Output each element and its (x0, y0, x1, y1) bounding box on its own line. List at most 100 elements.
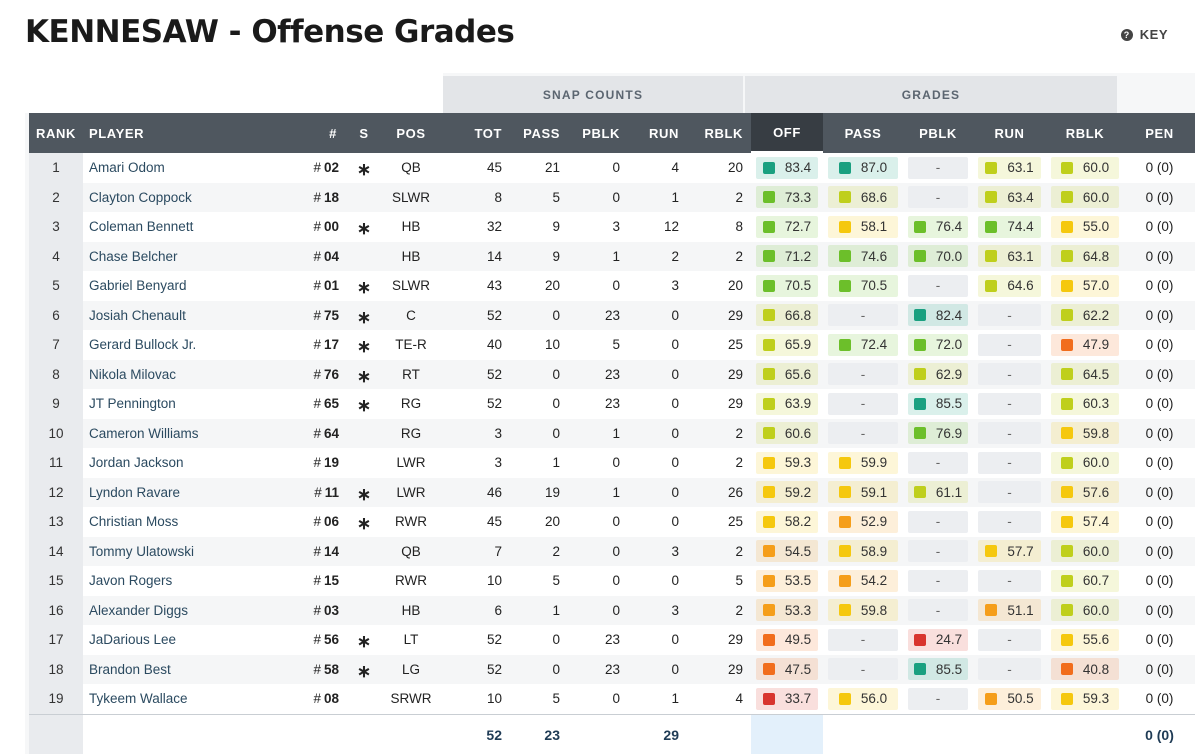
column-header-snap-pass[interactable]: PASS (523, 125, 560, 141)
grade-badge: 65.6 (756, 363, 818, 386)
player-name-link[interactable]: JaDarious Lee (89, 632, 177, 648)
grade-value: - (1007, 632, 1012, 648)
grade-swatch (762, 545, 775, 558)
column-header-number[interactable]: # (329, 125, 337, 141)
player-name-link[interactable]: Tykeem Wallace (89, 691, 188, 707)
column-header-snap-tot[interactable]: TOT (474, 125, 502, 141)
grade-pblk-cell: - (903, 596, 973, 626)
column-header-rank[interactable]: RANK (36, 125, 76, 141)
column-header-snap-run[interactable]: RUN (649, 125, 679, 141)
column-header-player[interactable]: PLAYER (89, 125, 145, 141)
snap-tot-cell: 52 (486, 366, 502, 382)
grade-value: 52.9 (860, 514, 888, 530)
player-name-link[interactable]: Tommy Ulatowski (89, 543, 195, 559)
grade-badge: - (828, 363, 898, 386)
jersey-number-value: 00 (323, 219, 339, 235)
hash-symbol: # (313, 248, 321, 264)
grade-value: 66.8 (784, 307, 812, 323)
column-header-grade-pass[interactable]: PASS (844, 125, 882, 141)
player-name-link[interactable]: Javon Rogers (89, 573, 173, 589)
player-name-link[interactable]: Gerard Bullock Jr. (89, 337, 197, 353)
column-header-grade-rblk[interactable]: RBLK (1065, 125, 1105, 141)
grade-value: 59.9 (860, 455, 888, 471)
hash-symbol: # (313, 632, 321, 648)
player-name-link[interactable]: Chase Belcher (89, 248, 178, 264)
column-header-snap-pblk[interactable]: PBLK (582, 125, 620, 141)
starter-cell (345, 448, 383, 478)
grade-value: 40.8 (1082, 661, 1110, 677)
grade-off-cell: 59.3 (751, 448, 823, 478)
player-name-link[interactable]: Josiah Chenault (89, 307, 186, 323)
grade-badge: - (978, 510, 1041, 533)
grade-pblk-cell: - (903, 566, 973, 596)
grade-off-cell: 33.7 (751, 684, 823, 714)
grade-badge: 60.0 (1051, 451, 1119, 474)
grade-pass-cell: 59.9 (823, 448, 903, 478)
grade-swatch (1060, 220, 1073, 233)
player-name-link[interactable]: Coleman Bennett (89, 219, 194, 235)
grade-badge: 64.8 (1051, 245, 1119, 268)
starter-cell: ∗ (345, 212, 383, 242)
player-name-link[interactable]: Alexander Diggs (89, 602, 189, 618)
player-name-link[interactable]: Christian Moss (89, 514, 179, 530)
grade-value: 47.9 (1082, 337, 1110, 353)
grade-value: 59.1 (860, 484, 888, 500)
column-header-grade-off[interactable]: OFF (751, 113, 823, 153)
grade-value: 53.3 (784, 602, 812, 618)
player-name-link[interactable]: JT Pennington (89, 396, 176, 412)
totals-grade-run-cell (973, 715, 1046, 754)
snap-pblk-cell: 0 (612, 691, 620, 707)
player-name-link[interactable]: Clayton Coppock (89, 189, 192, 205)
player-name-link[interactable]: Amari Odom (89, 160, 165, 176)
grades-table: SNAP COUNTS GRADES RANK PLAYER # S POS TOT PAS… (25, 73, 1195, 754)
penalties-cell: 0 (0) (1145, 455, 1174, 471)
snap-rblk-cell: 2 (735, 248, 743, 264)
totals-snap-rblk-cell (687, 715, 751, 754)
grade-value: 56.0 (860, 691, 888, 707)
grade-badge: 70.5 (828, 274, 898, 297)
column-header-grade-run[interactable]: RUN (994, 125, 1025, 141)
grade-swatch (1060, 633, 1073, 646)
grade-pass-cell: - (823, 389, 903, 419)
grade-rblk-cell: 60.7 (1046, 566, 1124, 596)
player-name-link[interactable]: Cameron Williams (89, 425, 199, 441)
grade-badge: 70.0 (908, 245, 968, 268)
snap-pass-cell: 2 (552, 543, 560, 559)
key-button[interactable]: ? KEY (1120, 27, 1168, 42)
snap-rblk-cell: 29 (727, 366, 743, 382)
column-header-penalties[interactable]: PEN (1145, 125, 1174, 141)
snap-run-cell: 0 (671, 425, 679, 441)
grade-value: - (860, 366, 866, 382)
snap-pblk-cell: 23 (604, 661, 620, 677)
grade-badge: 82.4 (908, 304, 968, 327)
rank-cell: 19 (29, 684, 83, 714)
grade-value: 50.5 (1007, 691, 1034, 707)
column-header-grade-pblk[interactable]: PBLK (919, 125, 957, 141)
grade-run-cell: 50.5 (973, 684, 1046, 714)
grade-off-cell: 60.6 (751, 419, 823, 449)
grade-value: 64.5 (1082, 366, 1110, 382)
column-header-snap-rblk[interactable]: RBLK (704, 125, 743, 141)
player-name-link[interactable]: Nikola Milovac (89, 366, 177, 382)
grade-swatch (838, 486, 851, 499)
column-header-starter[interactable]: S (359, 125, 369, 141)
jersey-number-value: 01 (323, 278, 339, 294)
grade-value: 60.6 (784, 425, 812, 441)
grade-swatch (762, 279, 775, 292)
snap-tot-cell: 45 (486, 160, 502, 176)
grade-rblk-cell: 55.6 (1046, 625, 1124, 655)
grade-value: 58.2 (784, 514, 812, 530)
column-header-position[interactable]: POS (396, 125, 426, 141)
starter-cell: ∗ (345, 271, 383, 301)
player-name-link[interactable]: Lyndon Ravare (89, 484, 181, 500)
grade-value: 60.0 (1082, 602, 1110, 618)
grade-run-cell: - (973, 330, 1046, 360)
player-name-link[interactable]: Gabriel Benyard (89, 278, 187, 294)
grade-badge: - (978, 451, 1041, 474)
grade-pblk-cell: 61.1 (903, 478, 973, 508)
player-name-link[interactable]: Brandon Best (89, 661, 171, 677)
player-name-link[interactable]: Jordan Jackson (89, 455, 184, 471)
snap-pass-cell: 19 (544, 484, 560, 500)
grade-badge: - (908, 510, 968, 533)
grade-value: 62.2 (1082, 307, 1110, 323)
